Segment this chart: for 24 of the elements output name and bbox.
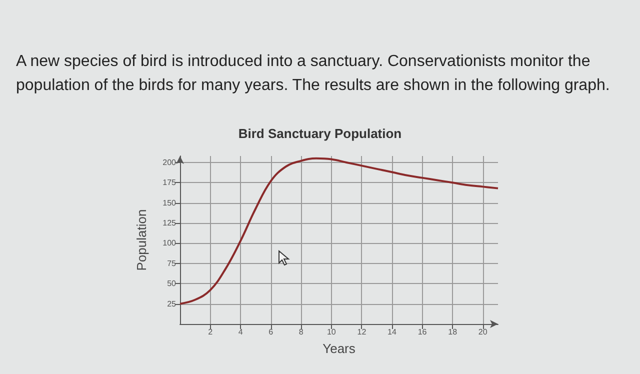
text: population of the birds for many years. The results are shown in the following graph. bbox=[16, 76, 611, 96]
chart-title: Bird Sanctuary Population bbox=[238, 126, 402, 141]
y-axis-title: Population bbox=[134, 209, 149, 271]
x-tick-label: 6 bbox=[268, 328, 274, 336]
x-axis-title: Years bbox=[322, 341, 356, 356]
y-tick-label: 100 bbox=[162, 238, 177, 248]
y-tick-label: 175 bbox=[162, 178, 177, 188]
y-tick-label: 75 bbox=[167, 258, 177, 268]
y-tick-label: 150 bbox=[162, 198, 177, 208]
y-tick-label: 200 bbox=[162, 158, 177, 167]
x-tick-label: 18 bbox=[448, 328, 458, 336]
x-tick-label: 12 bbox=[357, 328, 367, 336]
y-tick-label: 25 bbox=[167, 299, 177, 308]
x-tick-label: 14 bbox=[388, 328, 397, 336]
y-tick-label: 125 bbox=[162, 218, 177, 228]
x-tick-label: 10 bbox=[326, 328, 336, 336]
y-tick-label: 50 bbox=[167, 279, 177, 288]
x-tick-label: 4 bbox=[238, 328, 244, 336]
x-tick-label: 8 bbox=[298, 328, 304, 336]
x-tick-label: 20 bbox=[478, 328, 488, 336]
x-tick-label: 16 bbox=[418, 328, 428, 336]
line-series bbox=[179, 157, 499, 305]
text: A new species of bird is introduced into a sanctuary. Conservationists monitor the bbox=[16, 52, 592, 72]
x-tick-label: 2 bbox=[208, 328, 214, 336]
